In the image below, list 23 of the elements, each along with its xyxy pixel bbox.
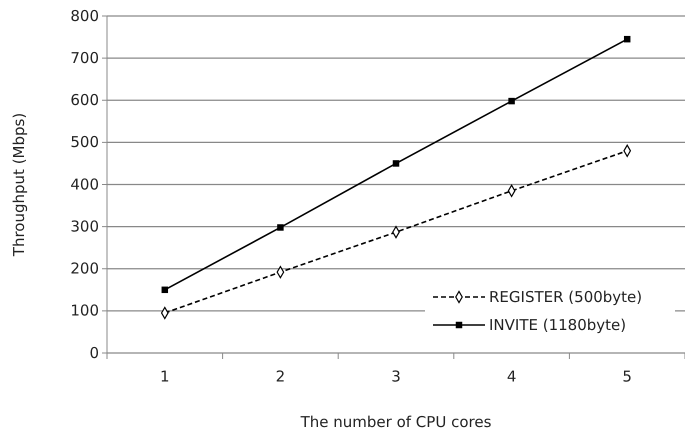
y-tick-label: 700 [70, 48, 99, 67]
x-axis-title: The number of CPU cores [300, 413, 492, 431]
y-tick-label: 500 [70, 133, 99, 152]
x-tick-label: 1 [160, 368, 170, 386]
y-axis-title: Throughput (Mbps) [10, 112, 28, 258]
y-tick-label: 100 [70, 302, 99, 320]
x-tick-label: 3 [391, 368, 401, 386]
y-tick-label: 200 [70, 260, 99, 278]
point [277, 224, 284, 231]
point [392, 160, 400, 167]
x-tick-label: 2 [276, 368, 286, 386]
point [508, 98, 515, 104]
y-tick-label: 0 [89, 344, 99, 362]
y-tick-label: 800 [70, 6, 99, 25]
point [624, 36, 630, 42]
legend-label: INVITE (1180byte) [489, 316, 626, 334]
y-tick-label: 400 [70, 175, 99, 194]
x-tick-label: 5 [622, 368, 632, 386]
x-tick-label: 4 [506, 368, 516, 386]
legend-label: REGISTER (500byte) [489, 288, 642, 306]
point [162, 286, 168, 294]
y-tick-label: 600 [70, 91, 99, 110]
y-tick-label: 300 [70, 217, 99, 236]
